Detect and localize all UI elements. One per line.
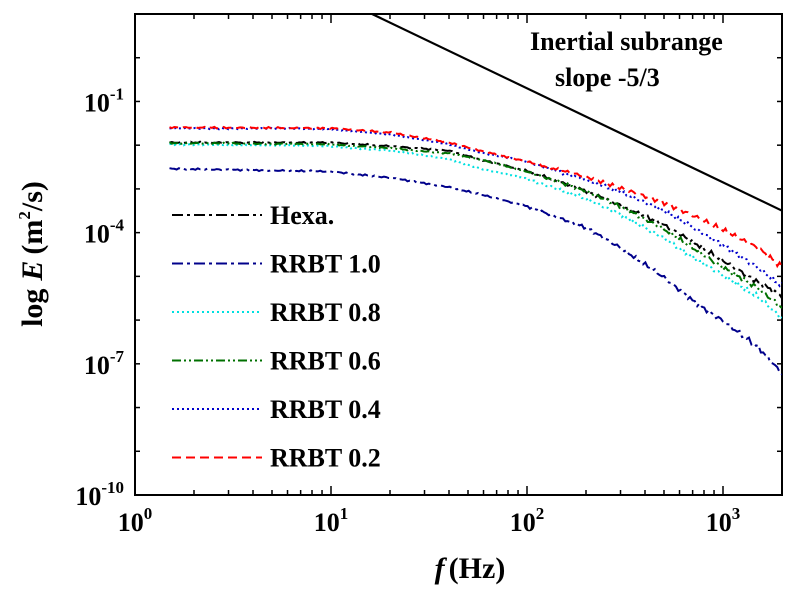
axis-ticks bbox=[134, 13, 783, 496]
y-tick-label: 10-1 bbox=[84, 84, 124, 117]
x-tick-label: 102 bbox=[510, 504, 545, 537]
y-tick-label: 10-4 bbox=[84, 216, 125, 249]
legend-label: RRBT 0.4 bbox=[270, 395, 381, 424]
x-tick-label: 101 bbox=[314, 504, 349, 537]
legend-label: RRBT 0.8 bbox=[270, 298, 381, 327]
series-line-rrbt-0-6 bbox=[168, 141, 782, 309]
x-axis-title: f (Hz) bbox=[435, 552, 506, 585]
annotation-line-2: slope -5/3 bbox=[555, 63, 660, 92]
x-tick-label: 100 bbox=[118, 504, 153, 537]
legend-label: RRBT 1.0 bbox=[270, 250, 381, 279]
y-tick-label: 10-10 bbox=[75, 478, 124, 511]
series-line-rrbt-1-0 bbox=[169, 167, 782, 376]
annotation-line-1: Inertial subrange bbox=[530, 27, 723, 56]
legend-label: Hexa. bbox=[270, 201, 334, 230]
reference-slope-line bbox=[371, 14, 782, 212]
y-tick-label: 10-7 bbox=[84, 347, 125, 380]
series-line-rrbt-0-8 bbox=[169, 142, 782, 320]
legend-label: RRBT 0.6 bbox=[270, 347, 381, 376]
x-tick-label: 103 bbox=[706, 504, 741, 537]
series-line-rrbt-0-4 bbox=[169, 126, 782, 288]
series-line-rrbt-0-2 bbox=[169, 125, 782, 269]
x-tick-labels: 100 101 102 103 bbox=[118, 504, 740, 537]
series-line-hexa bbox=[169, 140, 782, 299]
y-tick-labels: 10-1 10-4 10-7 10-10 bbox=[75, 84, 124, 511]
annotation: Inertial subrange slope -5/3 bbox=[530, 27, 723, 92]
y-axis-title: logE(m2/s) bbox=[15, 181, 49, 327]
legend: Hexa. RRBT 1.0 RRBT 0.8 RRBT 0.6 RRBT 0.4 RRB… bbox=[172, 201, 381, 473]
legend-label: RRBT 0.2 bbox=[270, 444, 381, 473]
plot-frame bbox=[134, 13, 783, 496]
series-layer bbox=[168, 14, 782, 376]
